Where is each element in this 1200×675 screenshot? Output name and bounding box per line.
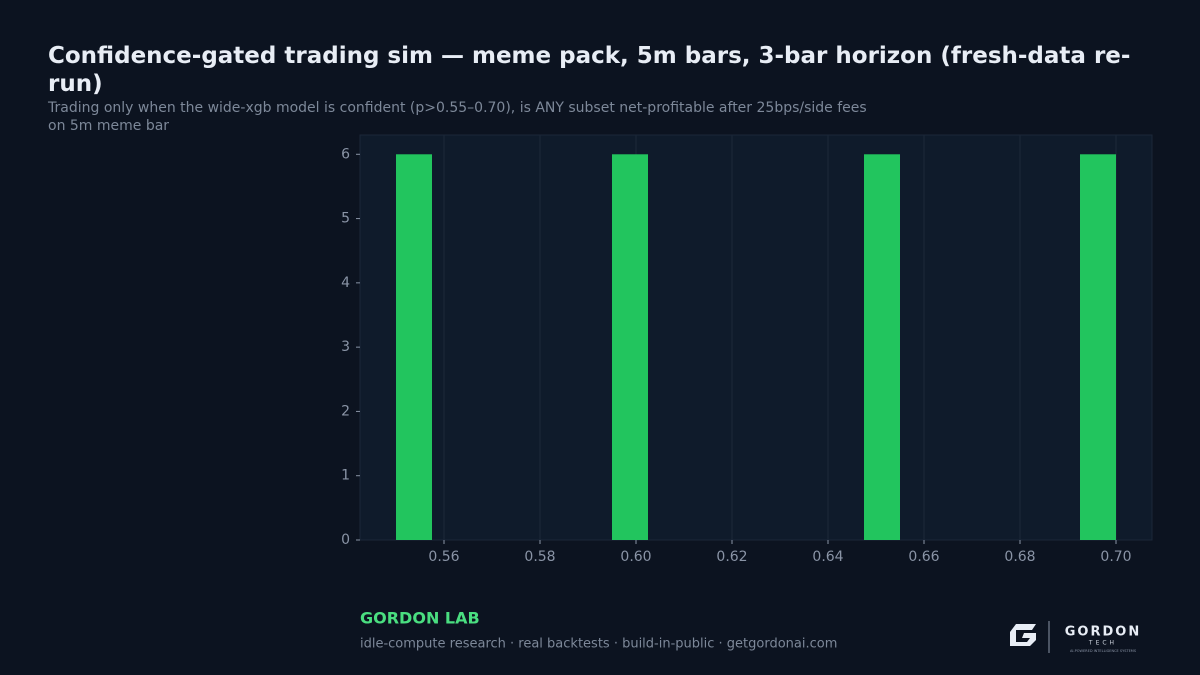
y-tick-label: 3: [341, 339, 350, 355]
bar: [1080, 154, 1116, 541]
x-tick-label: 0.64: [812, 549, 843, 565]
logo-name: GORDON: [1065, 625, 1141, 640]
bar: [864, 154, 900, 541]
x-tick-label: 0.58: [524, 549, 555, 565]
x-tick-label: 0.70: [1100, 549, 1131, 565]
bar: [396, 154, 432, 541]
y-tick-label: 6: [341, 146, 350, 162]
x-tick-label: 0.62: [716, 549, 747, 565]
bar: [612, 154, 648, 541]
logo-mark: [1010, 624, 1036, 646]
plot-area: [359, 134, 1153, 541]
x-tick-label: 0.60: [620, 549, 651, 565]
brand: GORDON LAB: [360, 609, 480, 628]
logo-motto: AI-POWERED INTELLIGENCE SYSTEMS: [1070, 649, 1137, 653]
x-tick-label: 0.66: [908, 549, 939, 565]
tagline: idle-compute research · real backtests ·…: [360, 637, 837, 652]
y-tick-label: 5: [341, 211, 350, 227]
chart-title: Confidence-gated trading sim — meme pack…: [48, 43, 1131, 97]
y-tick-label: 4: [341, 275, 350, 291]
logo-sub: TECH: [1088, 640, 1117, 647]
x-tick-label: 0.56: [428, 549, 459, 565]
y-tick-label: 1: [341, 468, 350, 484]
logo: GORDON TECH AI-POWERED INTELLIGENCE SYST…: [1010, 621, 1141, 653]
chart-subtitle: Trading only when the wide-xgb model is …: [48, 100, 867, 134]
x-tick-label: 0.68: [1004, 549, 1035, 565]
plot: 0.56 0.58 0.60 0.62 0.64 0.66 0.68 0.70 0 1 2 3 4 5 6: [341, 135, 1132, 565]
y-tick-label: 2: [341, 403, 350, 419]
y-tick-label: 0: [341, 532, 350, 548]
